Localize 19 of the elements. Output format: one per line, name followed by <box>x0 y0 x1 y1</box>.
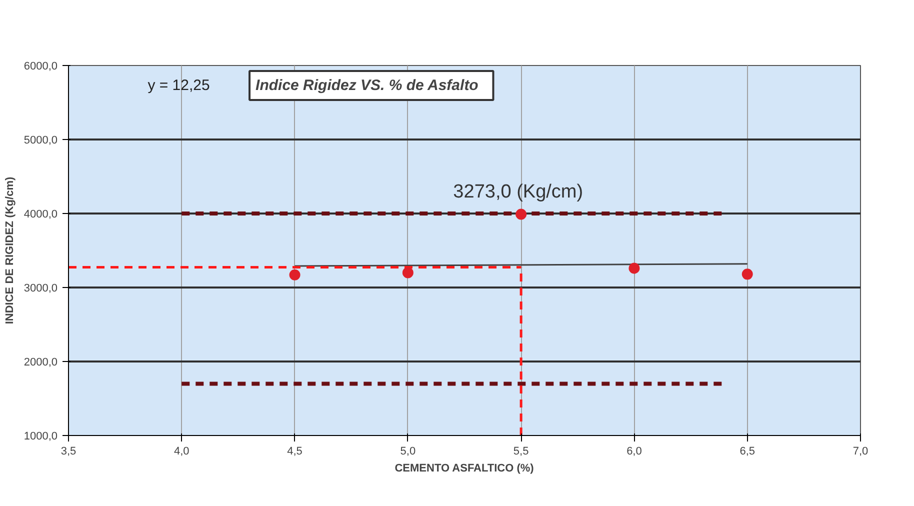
x-tick-label: 5,5 <box>513 446 529 458</box>
x-axis-title: CEMENTO ASFALTICO (%) <box>394 462 534 474</box>
y-tick-label: 1000,0 <box>24 430 58 442</box>
annotation: 3273,0 (Kg/cm) <box>453 181 584 202</box>
y-tick-label: 2000,0 <box>24 356 58 368</box>
y-axis-title: INDICE DE RIGIDEZ (Kg/cm) <box>4 176 16 324</box>
x-tick-label: 7,0 <box>852 446 868 458</box>
x-tick-label: 6,0 <box>626 446 642 458</box>
y-tick-label: 3000,0 <box>24 282 58 294</box>
x-tick-label: 5,0 <box>400 446 416 458</box>
x-tick-label: 4,5 <box>287 446 302 458</box>
y-tick-label: 4000,0 <box>24 208 58 220</box>
x-tick-label: 6,5 <box>740 446 756 458</box>
annotation: y = 12,25 <box>148 76 210 94</box>
text: Indice Rigidez VS. % de Asfalto <box>256 76 478 94</box>
y-tick-label: 5000,0 <box>24 134 58 146</box>
x-tick-label: 3,5 <box>60 446 76 458</box>
y-tick-label: 6000,0 <box>24 60 58 72</box>
x-tick-label: 4,0 <box>174 446 190 458</box>
